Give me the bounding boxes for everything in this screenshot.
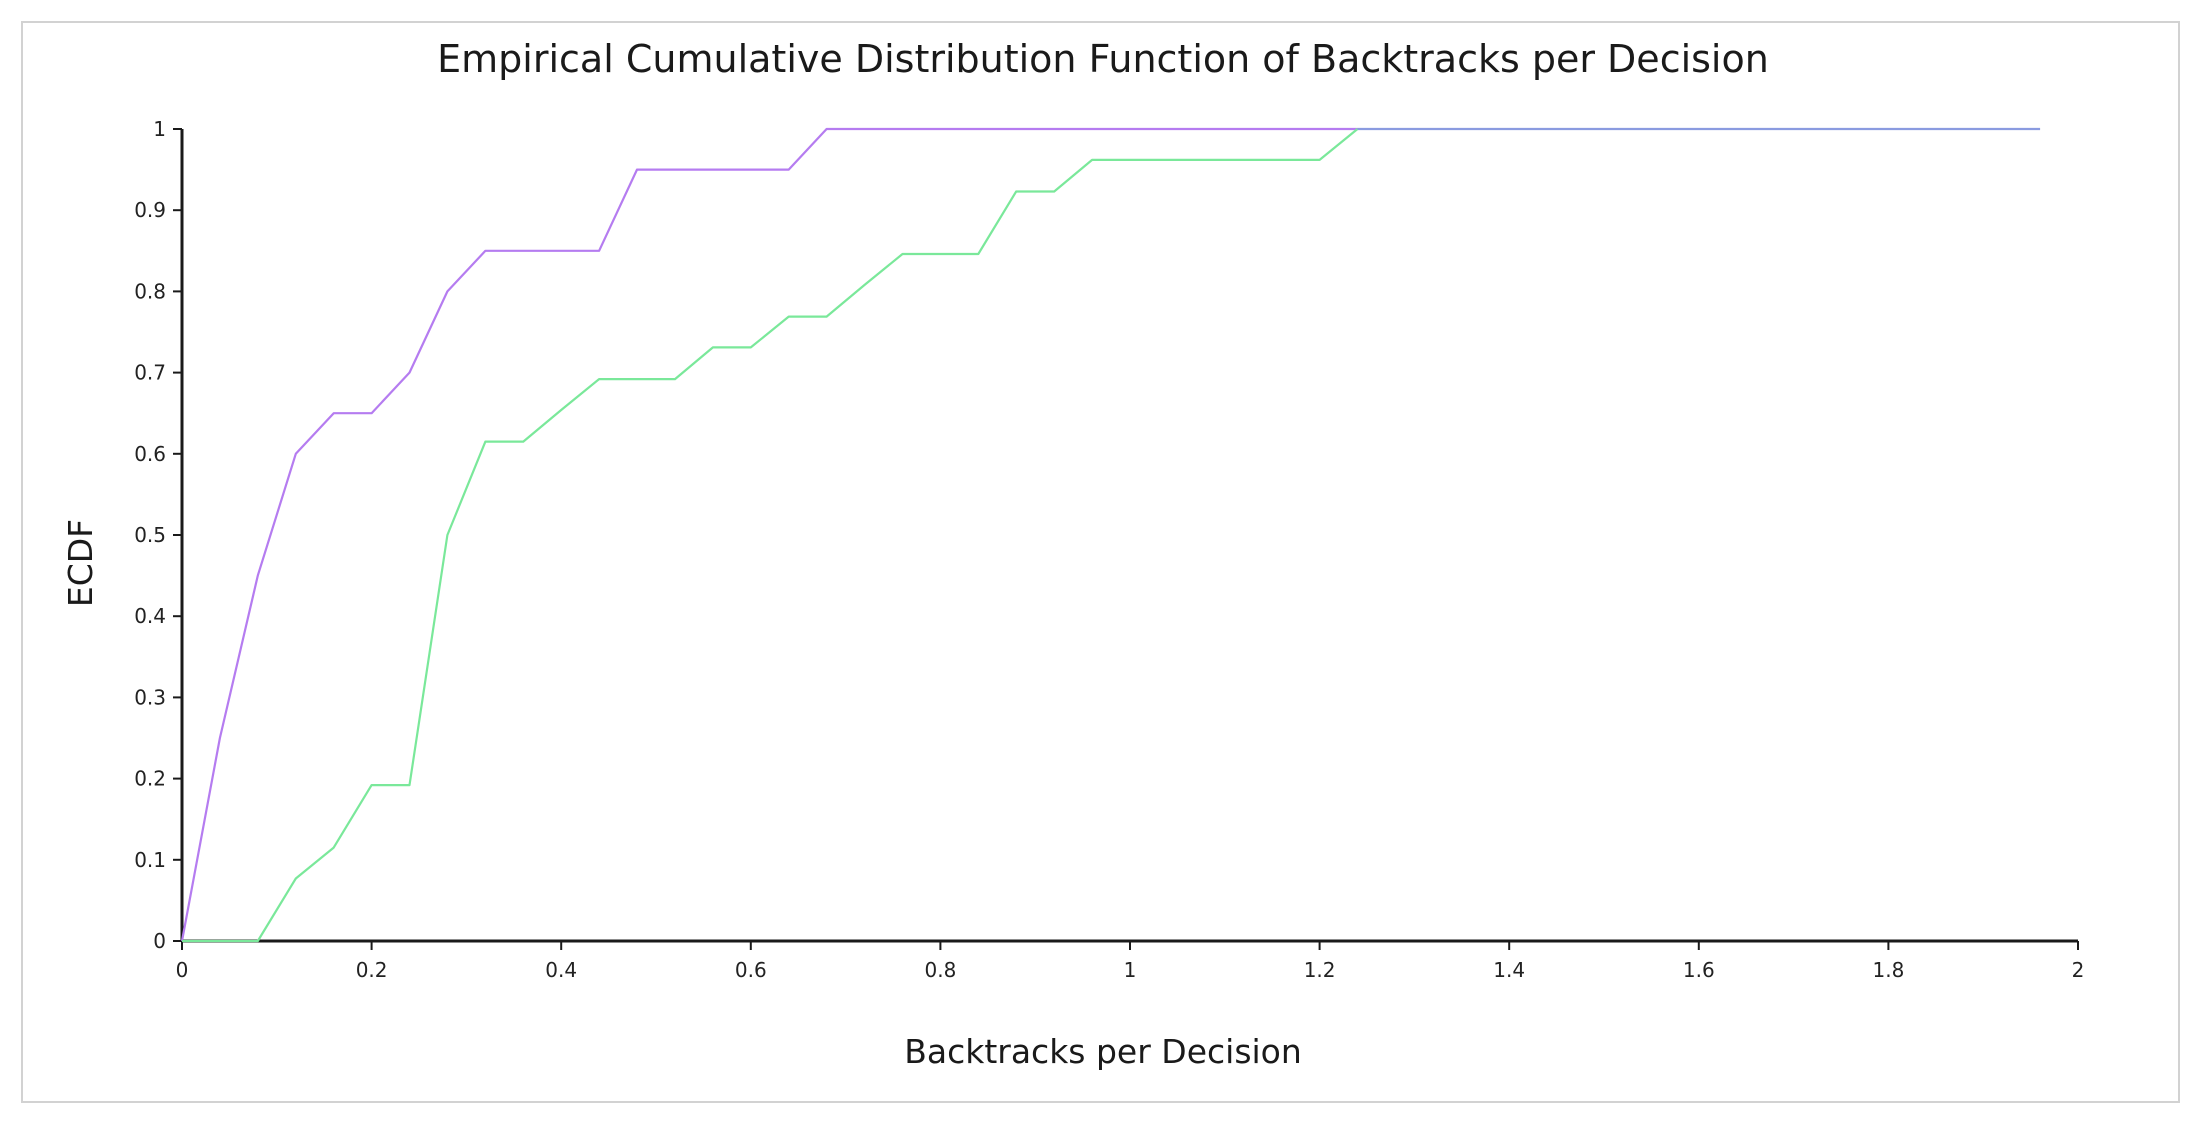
x-tick-label: 0.4 — [545, 958, 577, 982]
chart-title: Empirical Cumulative Distribution Functi… — [437, 37, 1769, 81]
x-tick-label: 1.2 — [1304, 958, 1336, 982]
x-tick-label: 0.6 — [735, 958, 767, 982]
x-tick-label: 1 — [1124, 958, 1137, 982]
x-tick-label: 0 — [176, 958, 189, 982]
y-axis-label: ECDF — [61, 519, 100, 607]
y-tick-label: 0.3 — [134, 685, 166, 709]
y-tick-label: 1 — [153, 117, 166, 141]
x-tick-label: 0.8 — [924, 958, 956, 982]
y-tick-label: 0.1 — [134, 848, 166, 872]
y-tick-label: 0.9 — [134, 198, 166, 222]
series-line-1 — [180, 127, 1358, 942]
y-ticks: 0 0.1 0.2 0.3 0.4 0.5 0.6 0.7 0.8 0.9 1 — [134, 117, 182, 953]
y-tick-label: 0 — [153, 929, 166, 953]
x-axis-label: Backtracks per Decision — [904, 1032, 1302, 1071]
y-tick-label: 0.7 — [134, 361, 166, 385]
y-tick-label: 0.2 — [134, 767, 166, 791]
y-tick-label: 0.6 — [134, 442, 166, 466]
series-line-2 — [182, 128, 1359, 943]
x-tick-label: 1.4 — [1493, 958, 1525, 982]
x-tick-label: 1.6 — [1683, 958, 1715, 982]
y-tick-label: 0.5 — [134, 523, 166, 547]
x-tick-label: 0.2 — [356, 958, 388, 982]
x-tick-label: 2 — [2072, 958, 2085, 982]
y-tick-label: 0.8 — [134, 279, 166, 303]
y-tick-label: 0.4 — [134, 604, 166, 628]
series-lines — [180, 127, 2041, 943]
x-ticks: 0 0.2 0.4 0.6 0.8 1 1.2 1.4 1.6 1.8 2 — [176, 941, 2085, 982]
x-tick-label: 1.8 — [1872, 958, 1904, 982]
chart-frame — [21, 21, 2180, 1103]
